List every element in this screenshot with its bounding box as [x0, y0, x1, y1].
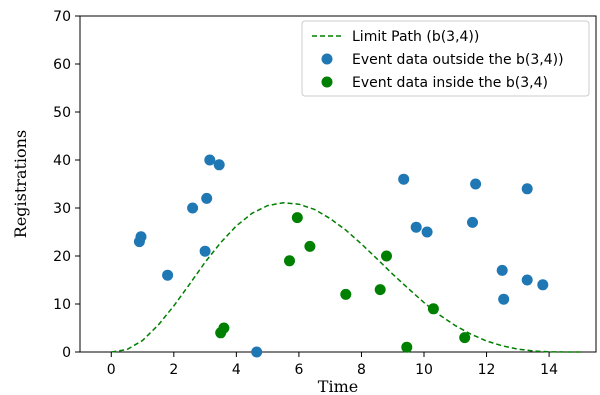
y-tick-label: 40 [53, 153, 71, 169]
point-outside [251, 346, 263, 358]
point-outside [199, 245, 211, 257]
legend-label-outside: Event data outside the b(3,4)) [352, 52, 564, 68]
point-outside [496, 264, 508, 276]
point-outside [187, 202, 199, 214]
y-tick-label: 0 [62, 345, 71, 361]
x-tick-label: 4 [232, 362, 241, 378]
x-tick-label: 12 [478, 362, 496, 378]
x-axis-ticks: 0 2 4 6 8 10 12 14 [107, 352, 558, 378]
y-tick-label: 10 [53, 297, 71, 313]
y-tick-label: 60 [53, 57, 71, 73]
legend-label-limit-path: Limit Path (b(3,4)) [352, 29, 479, 45]
point-outside [204, 154, 216, 166]
x-tick-label: 10 [415, 362, 433, 378]
point-outside [537, 279, 549, 291]
x-tick-label: 2 [169, 362, 178, 378]
point-outside [521, 274, 533, 286]
point-outside [410, 221, 422, 233]
x-tick-label: 6 [294, 362, 303, 378]
y-tick-label: 30 [53, 201, 71, 217]
x-tick-label: 8 [357, 362, 366, 378]
point-inside [427, 303, 439, 315]
point-inside [291, 212, 303, 224]
point-inside [218, 322, 230, 334]
point-inside [459, 332, 471, 344]
y-axis-ticks: 0 10 20 30 40 50 60 70 [53, 9, 80, 361]
limit-path-line [111, 201, 581, 353]
legend-label-inside: Event data inside the b(3,4) [352, 75, 548, 91]
point-outside [213, 159, 225, 171]
point-outside [398, 173, 410, 185]
point-inside [340, 288, 352, 300]
point-outside [135, 231, 147, 243]
legend-swatch-inside [321, 76, 333, 88]
x-axis-label: Time [318, 377, 358, 395]
point-outside [521, 183, 533, 195]
point-outside [470, 178, 482, 190]
legend-box [301, 20, 590, 97]
point-inside [374, 284, 386, 296]
y-tick-label: 70 [53, 9, 71, 25]
scatter-points [133, 154, 549, 358]
y-axis-label: Registrations [11, 130, 30, 238]
point-inside [381, 250, 392, 262]
legend-swatch-outside [321, 53, 333, 65]
x-tick-label: 14 [540, 362, 558, 378]
point-outside [201, 192, 213, 204]
point-inside [401, 341, 413, 353]
point-outside [421, 226, 433, 238]
point-inside [284, 255, 295, 267]
legend: Limit Path (b(3,4)) Event data outside t… [301, 20, 590, 97]
point-inside [304, 240, 316, 252]
y-tick-label: 20 [53, 249, 71, 265]
point-outside [162, 269, 174, 281]
y-tick-label: 50 [53, 105, 71, 121]
limit-path-series [111, 201, 581, 353]
x-tick-label: 0 [107, 362, 116, 378]
point-outside [467, 216, 478, 228]
point-outside [498, 293, 510, 305]
